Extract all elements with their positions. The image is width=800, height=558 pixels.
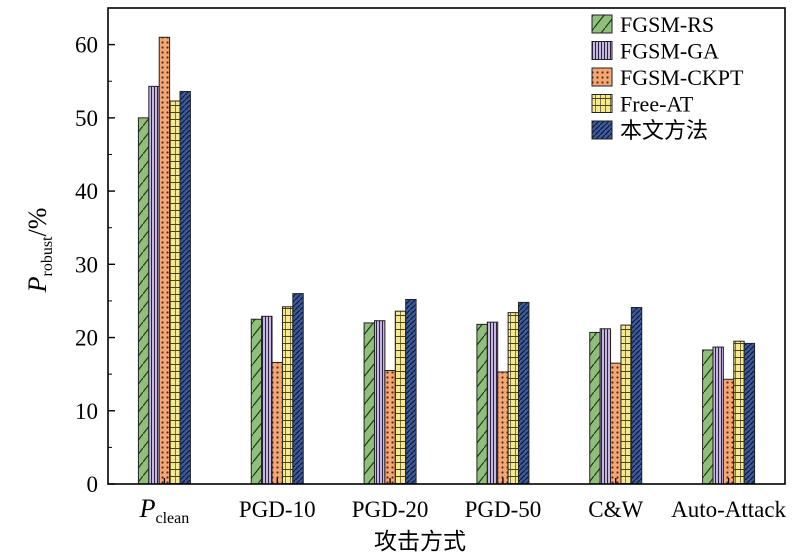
bar-1-3 xyxy=(281,306,294,485)
y-axis-label-unit: /% xyxy=(23,208,52,237)
y-tick-label: 0 xyxy=(87,472,99,497)
y-axis-label: Probust/% xyxy=(23,208,56,294)
bar-3-3 xyxy=(507,312,520,485)
y-tick-label: 60 xyxy=(75,33,98,58)
bar-0-1 xyxy=(148,85,160,485)
legend-label-1: FGSM-GA xyxy=(620,39,719,64)
x-tick-label-main: P xyxy=(139,494,156,523)
bar-0-0 xyxy=(137,117,150,485)
bar-3-2 xyxy=(497,371,509,485)
y-tick-label: 40 xyxy=(75,179,98,204)
axes-group: 0 10 20 30 40 50 60 Pclean PGD-10 PGD-20 PGD-50 C&W… xyxy=(75,7,787,527)
x-tick-label-main: C&W xyxy=(588,497,643,522)
x-tick-label-main: PGD-50 xyxy=(465,497,542,522)
x-tick-label: Pclean xyxy=(139,494,190,527)
bar-3-4 xyxy=(518,301,530,485)
bar-5-1 xyxy=(712,346,724,485)
bar-5-2 xyxy=(722,378,735,485)
bar-5-0 xyxy=(702,349,714,485)
legend-swatch-2 xyxy=(591,67,613,87)
bar-4-1 xyxy=(599,328,612,485)
bar-4-4 xyxy=(630,307,643,485)
x-tick-label: Auto-Attack xyxy=(671,497,786,522)
bar-1-1 xyxy=(261,315,273,485)
legend-label-4: 本文方法 xyxy=(620,118,708,143)
legend-swatch-1 xyxy=(591,41,613,60)
x-axis-label: 攻击方式 xyxy=(374,529,466,554)
legend-swatch-0 xyxy=(591,14,613,34)
bar-4-2 xyxy=(610,362,622,485)
x-tick-label-main: Auto-Attack xyxy=(671,497,786,522)
plot-frame xyxy=(107,7,786,485)
legend-label-3: Free-AT xyxy=(620,92,694,117)
y-axis-label-main: P xyxy=(23,276,52,293)
bar-3-1 xyxy=(486,321,499,485)
bar-1-4 xyxy=(292,293,304,485)
legend-swatch-4 xyxy=(591,120,613,140)
bar-4-3 xyxy=(620,324,632,485)
y-tick-label: 10 xyxy=(75,399,98,424)
bar-2-0 xyxy=(363,322,375,485)
y-tick-label: 30 xyxy=(75,252,98,277)
bar-2-4 xyxy=(405,298,417,485)
y-axis-label-subscript: robust xyxy=(39,236,56,277)
bar-2-2 xyxy=(384,369,396,485)
legend-swatch-3 xyxy=(591,94,613,113)
bar-1-2 xyxy=(271,361,283,485)
x-tick-label-subscript: clean xyxy=(155,510,189,527)
y-tick-label: 50 xyxy=(75,106,98,131)
x-tick-label: PGD-50 xyxy=(465,497,542,522)
x-tick-label: PGD-10 xyxy=(239,497,316,522)
legend-label-0: FGSM-RS xyxy=(620,12,714,37)
bar-5-3 xyxy=(733,340,745,485)
bar-5-4 xyxy=(743,342,756,485)
bar-2-1 xyxy=(373,320,386,485)
x-tick-label-main: PGD-10 xyxy=(239,497,316,522)
x-tick-label: C&W xyxy=(588,497,643,522)
y-tick-label: 20 xyxy=(75,326,98,351)
x-tick-label-main: PGD-20 xyxy=(352,497,429,522)
bar-2-3 xyxy=(394,310,407,485)
bars-group xyxy=(137,36,756,485)
legend-label-2: FGSM-CKPT xyxy=(620,65,744,90)
bar-0-4 xyxy=(179,90,191,485)
bar-1-0 xyxy=(250,318,263,485)
bar-0-3 xyxy=(169,100,181,485)
bar-0-2 xyxy=(158,36,171,485)
x-tick-label: PGD-20 xyxy=(352,497,429,522)
bar-3-0 xyxy=(476,323,488,485)
bar-4-0 xyxy=(589,331,601,485)
